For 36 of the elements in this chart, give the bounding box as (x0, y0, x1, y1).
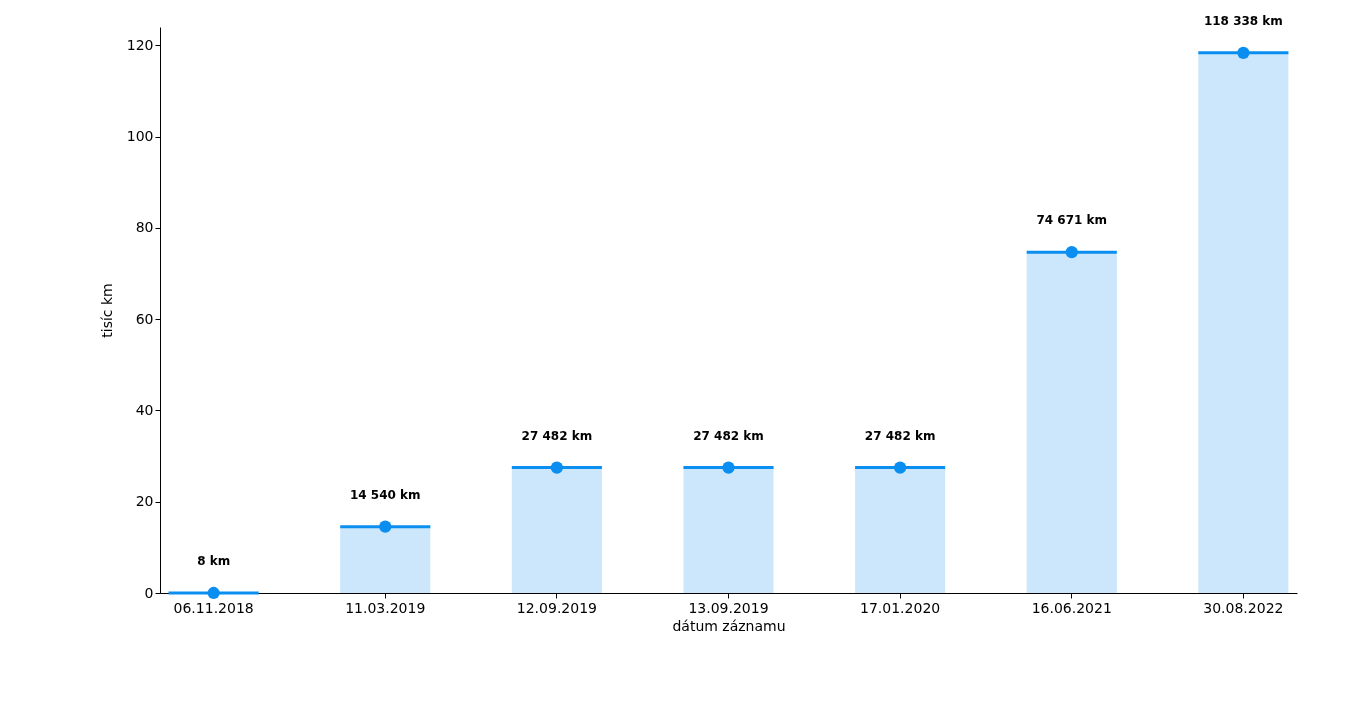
annotation: 14 540 km (349, 487, 421, 502)
point (1237, 46, 1250, 59)
annotation: 27 482 km (864, 428, 936, 443)
x-tick-label: 17.01.2020 (860, 599, 941, 616)
point (1065, 246, 1078, 259)
point (379, 520, 392, 533)
bar (511, 467, 602, 593)
y-tick-label: 20 (135, 493, 154, 510)
y-tick-label: 120 (126, 36, 154, 53)
bar (683, 467, 774, 593)
x-tick-label: 16.06.2021 (1031, 599, 1112, 616)
x-tick-label: 11.03.2019 (345, 599, 426, 616)
point (722, 461, 735, 474)
y-axis-title: tisíc km (98, 283, 115, 338)
x-tick-label: 13.09.2019 (688, 599, 769, 616)
point (894, 461, 907, 474)
x-tick-label: 06.11.2018 (173, 599, 254, 616)
y-tick-label: 100 (126, 128, 154, 145)
y-tick-label: 40 (135, 401, 154, 418)
x-axis-title: dátum záznamu (672, 617, 786, 634)
annotation: 8 km (197, 553, 231, 568)
bar (340, 526, 431, 593)
annotation: 74 671 km (1036, 213, 1108, 228)
y-tick-label: 0 (144, 584, 154, 601)
annotation: 27 482 km (521, 428, 593, 443)
x-tick-label: 12.09.2019 (516, 599, 597, 616)
y-tick-label: 60 (135, 310, 154, 327)
point (207, 586, 220, 600)
point (550, 461, 563, 474)
bar (1198, 52, 1289, 593)
annotation: 118 338 km (1203, 13, 1283, 28)
annotation: 27 482 km (693, 428, 764, 443)
x-tick-label: 30.08.2022 (1203, 599, 1284, 616)
bar (855, 467, 946, 593)
y-tick-label: 80 (135, 219, 154, 236)
bar (1026, 252, 1117, 593)
